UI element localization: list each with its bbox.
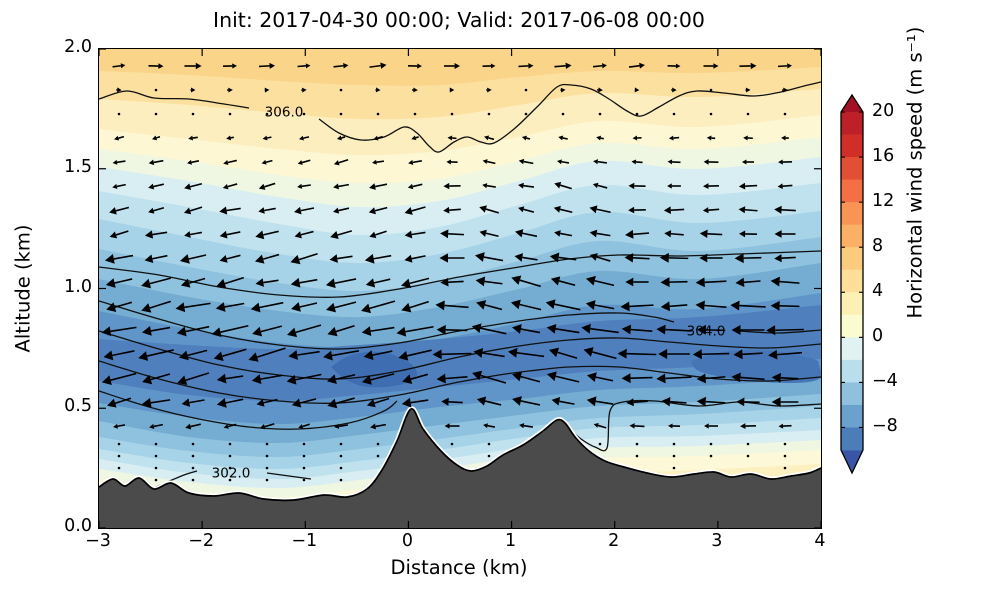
isentrope-line [99, 330, 821, 380]
colorbar-tick-label: 20 [872, 101, 895, 121]
colorbar-segment [841, 382, 863, 406]
x-tick-label: −2 [188, 531, 215, 551]
chart-title: Init: 2017-04-30 00:00; Valid: 2017-06-0… [213, 8, 705, 32]
colorbar-segment [841, 314, 863, 338]
colorbar-segment [841, 404, 863, 428]
colorbar-tick-label: −4 [872, 371, 898, 392]
colorbar-over-arrow [841, 95, 863, 112]
axis-tick-layer [99, 49, 821, 528]
isentrope-line [738, 329, 821, 334]
x-tick-label: 2 [608, 531, 620, 551]
x-axis-label: Distance (km) [390, 556, 528, 579]
terrain-fill [99, 408, 821, 528]
wind-quiver-layer [101, 62, 804, 482]
wind-speed-core [691, 349, 821, 383]
colorbar-tick-label: 0 [872, 326, 884, 347]
colorbar-label: Horizontal wind speed (m s⁻¹) [903, 26, 927, 319]
y-tick-label: 0.0 [64, 516, 92, 536]
x-tick-label: 4 [814, 531, 826, 551]
isentrope-label: 302.0 [212, 466, 251, 482]
isentrope-line [99, 390, 398, 430]
x-tick-label: 1 [504, 531, 517, 551]
colorbar-segment [841, 224, 863, 248]
colorbar-tick-label: 12 [872, 191, 895, 212]
colorbar-under-arrow [841, 450, 863, 473]
isentrope-line [99, 250, 821, 298]
colorbar-tick-label: 4 [872, 281, 884, 302]
x-tick-label: 0 [401, 531, 413, 551]
plot-area: 306.0 304.0 302.0 [98, 48, 822, 529]
colorbar-tick-label: 16 [872, 146, 895, 167]
isentrope-line [99, 90, 250, 109]
colorbar-segment [841, 292, 863, 316]
y-tick-label: 1.5 [64, 156, 92, 177]
y-axis-label: Altitude (km) [11, 224, 35, 353]
colorbar-segment [841, 247, 863, 271]
isentrope-line [318, 81, 821, 153]
contour-plot-canvas: 306.0 304.0 302.0 [99, 49, 821, 528]
colorbar-segment [841, 134, 863, 158]
colorbar-segment [841, 337, 863, 361]
x-tick-label: −3 [85, 531, 111, 551]
contour-label-layer: 306.0 304.0 302.0 [212, 105, 726, 482]
isentrope-line [266, 472, 312, 480]
colorbar-tick-label: −8 [872, 416, 898, 437]
isentrope-label: 306.0 [265, 105, 304, 121]
colorbar-segment [841, 359, 863, 383]
colorbar-segment [841, 112, 863, 135]
y-tick-label: 1.0 [64, 276, 92, 297]
wind-speed-fill-layer [99, 49, 821, 528]
colorbar-segment [841, 427, 863, 451]
colorbar-segment [841, 157, 863, 180]
colorbar-segment [841, 202, 863, 226]
colorbar-tick-label: 8 [872, 236, 884, 257]
colorbar-segment [841, 269, 863, 293]
colorbar [840, 93, 864, 475]
isentrope-label: 304.0 [687, 324, 726, 340]
colorbar-segment [841, 179, 863, 203]
y-tick-label: 0.5 [64, 396, 92, 417]
x-tick-label: −1 [291, 531, 318, 551]
y-tick-label: 2.0 [64, 37, 92, 57]
x-tick-label: 3 [711, 531, 723, 551]
terrain-outline [99, 408, 821, 502]
terrain-layer [99, 406, 821, 528]
